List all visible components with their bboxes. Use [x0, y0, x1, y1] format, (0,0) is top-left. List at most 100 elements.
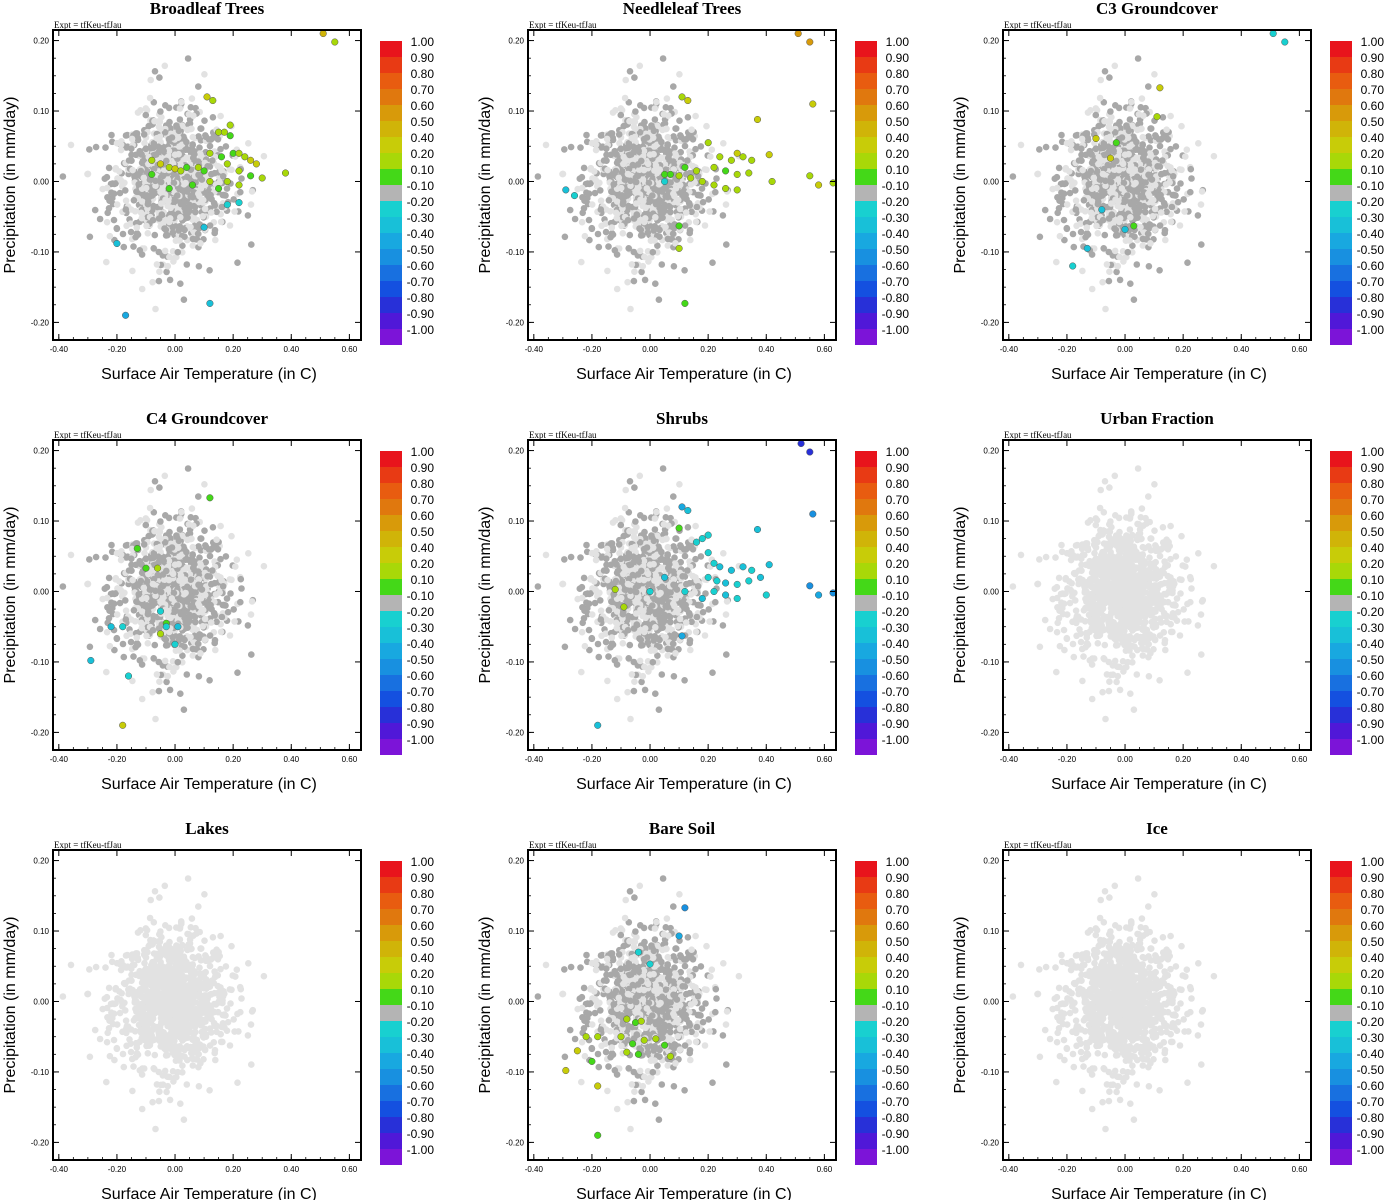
- x-tick-label: -0.40: [50, 755, 69, 764]
- y-tick-label: 0.20: [33, 37, 49, 46]
- background-point: [1062, 164, 1070, 172]
- background-point: [247, 611, 255, 618]
- data-point: [1156, 84, 1164, 92]
- background-point: [657, 146, 664, 153]
- background-point: [149, 626, 157, 634]
- background-point: [122, 197, 130, 204]
- background-points: [534, 55, 743, 313]
- background-point: [195, 493, 202, 500]
- data-point: [681, 163, 689, 171]
- data-point: [684, 96, 692, 105]
- background-point: [141, 602, 149, 610]
- colorbar-label: -1.00: [1357, 323, 1385, 337]
- data-point: [174, 623, 182, 631]
- x-tick-label: -0.40: [525, 345, 544, 354]
- data-point: [733, 149, 741, 157]
- background-point: [175, 537, 183, 545]
- background-point: [196, 554, 203, 561]
- background-point: [1084, 134, 1091, 141]
- colorbar-swatch: [380, 73, 402, 89]
- data-point: [241, 153, 249, 161]
- background-point: [639, 231, 646, 239]
- background-point: [579, 194, 586, 201]
- background-point: [112, 180, 119, 187]
- background-point: [213, 536, 220, 543]
- background-point: [122, 187, 129, 194]
- background-point: [723, 241, 730, 248]
- background-point: [180, 296, 188, 304]
- data-point: [562, 186, 570, 194]
- colorbar-swatch: [380, 691, 402, 707]
- background-point: [1126, 105, 1134, 112]
- data-point: [809, 100, 817, 108]
- background-point: [244, 212, 252, 219]
- colorbar-swatch: [855, 281, 877, 297]
- background-point: [1125, 150, 1132, 158]
- background-point: [689, 136, 697, 143]
- background-point: [1097, 76, 1104, 84]
- y-tick-label: -0.20: [31, 318, 50, 327]
- background-point: [112, 574, 120, 582]
- background-point: [1182, 153, 1189, 160]
- colorbar-swatch: [380, 723, 402, 739]
- colorbar-label: -0.60: [1357, 259, 1385, 273]
- background-point: [1161, 229, 1168, 237]
- background-point: [1210, 152, 1218, 160]
- background-point: [183, 138, 190, 146]
- background-point: [649, 134, 657, 141]
- background-point: [108, 541, 115, 549]
- background-point: [609, 134, 616, 141]
- data-point: [148, 170, 156, 178]
- data-point: [698, 177, 706, 186]
- background-point: [619, 200, 627, 208]
- data-point: [247, 156, 255, 164]
- background-point: [189, 147, 197, 154]
- data-point: [154, 564, 162, 572]
- colorbar-label: 0.50: [1361, 115, 1385, 129]
- data-point: [733, 186, 741, 194]
- background-point: [226, 222, 234, 229]
- background-point: [671, 144, 678, 151]
- background-point: [192, 589, 199, 596]
- background-point: [1118, 134, 1126, 141]
- colorbar-swatch: [380, 531, 402, 547]
- background-point: [198, 176, 206, 183]
- background-point: [628, 261, 636, 268]
- data-point: [252, 160, 260, 168]
- background-point: [113, 634, 121, 642]
- background-point: [639, 262, 647, 270]
- background-point: [1139, 133, 1147, 141]
- background-point: [652, 280, 659, 288]
- background-point: [142, 105, 150, 112]
- background-point: [1083, 224, 1091, 231]
- background-point: [635, 147, 642, 155]
- background-point: [606, 208, 614, 215]
- background-point: [149, 580, 157, 588]
- background-point: [1052, 144, 1059, 151]
- background-point: [672, 151, 679, 159]
- colorbar-label: 0.70: [411, 83, 435, 97]
- data-point: [710, 181, 718, 189]
- colorbar-swatch: [380, 249, 402, 265]
- background-point: [131, 173, 138, 181]
- background-point: [1036, 146, 1043, 153]
- background-point: [209, 157, 216, 164]
- background-point: [178, 508, 185, 516]
- background-point: [641, 253, 648, 261]
- background-point: [152, 715, 159, 723]
- background-point: [217, 522, 224, 530]
- background-point: [206, 142, 214, 150]
- colorbar-label: 0.60: [411, 99, 435, 113]
- colorbar-swatch: [855, 121, 877, 137]
- background-point: [176, 105, 184, 112]
- background-point: [665, 202, 673, 210]
- background-point: [141, 192, 149, 200]
- background-point: [136, 657, 144, 664]
- colorbar-label: 0.90: [1361, 51, 1385, 65]
- background-point: [1107, 178, 1115, 186]
- background-point: [638, 268, 645, 276]
- background-point: [1100, 188, 1107, 196]
- colorbar-swatch: [380, 41, 402, 57]
- background-point: [147, 76, 154, 84]
